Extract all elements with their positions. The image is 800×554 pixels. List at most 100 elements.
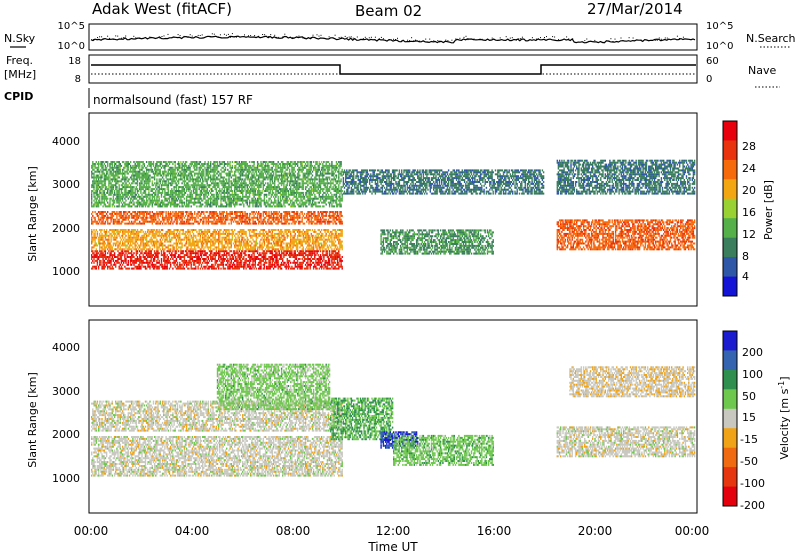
heatmap-cell [220, 256, 221, 258]
heatmap-cell [125, 250, 126, 252]
heatmap-cell [217, 233, 218, 235]
search-noise-point [474, 39, 475, 40]
heatmap-cell [125, 223, 126, 225]
heatmap-cell [137, 252, 138, 254]
heatmap-cell [250, 213, 251, 215]
heatmap-cell [201, 241, 202, 243]
heatmap-cell [108, 241, 109, 243]
heatmap-cell [243, 264, 244, 266]
heatmap-cell [227, 260, 228, 262]
heatmap-cell [121, 211, 122, 213]
heatmap-cell [128, 241, 129, 243]
heatmap-cell [173, 221, 174, 223]
heatmap-cell [240, 245, 241, 247]
heatmap-cell [91, 248, 92, 250]
heatmap-cell [302, 266, 303, 268]
heatmap-cell [124, 205, 125, 207]
search-noise-point [341, 37, 342, 38]
search-noise-point [482, 39, 483, 40]
heatmap-cell [212, 221, 213, 223]
heatmap-cell [183, 221, 184, 223]
heatmap-cell [213, 219, 214, 221]
heatmap-cell [315, 219, 316, 221]
heatmap-cell [108, 175, 109, 177]
heatmap-cell [131, 196, 132, 198]
heatmap-cell [296, 221, 297, 223]
heatmap-cell [157, 217, 158, 219]
heatmap-cell [278, 217, 279, 219]
heatmap-cell [288, 235, 289, 237]
heatmap-cell [104, 163, 105, 165]
heatmap-cell [91, 213, 92, 215]
heatmap-cell [326, 250, 327, 252]
heatmap-cell [200, 221, 201, 223]
heatmap-cell [101, 188, 102, 190]
heatmap-cell [311, 219, 312, 221]
heatmap-cell [323, 241, 324, 243]
heatmap-cell [265, 248, 266, 250]
heatmap-cell [204, 246, 205, 248]
search-noise-point [174, 37, 175, 38]
heatmap-cell [313, 239, 314, 241]
heatmap-cell [337, 246, 338, 248]
heatmap-cell [221, 248, 222, 250]
heatmap-cell [157, 248, 158, 250]
search-noise-point [621, 38, 622, 39]
heatmap-cell [215, 254, 216, 256]
heatmap-cell [117, 196, 118, 198]
heatmap-cell [196, 221, 197, 223]
heatmap-cell [113, 200, 114, 202]
heatmap-cell [292, 241, 293, 243]
heatmap-cell [135, 190, 136, 192]
heatmap-cell [261, 245, 262, 247]
heatmap-cell [91, 219, 92, 221]
heatmap-cell [219, 229, 220, 231]
heatmap-cell [94, 221, 95, 223]
heatmap-cell [272, 213, 273, 215]
heatmap-cell [329, 252, 330, 254]
heatmap-cell [322, 248, 323, 250]
heatmap-cell [110, 173, 111, 175]
heatmap-cell [128, 252, 129, 254]
heatmap-cell [268, 215, 269, 217]
heatmap-cell [167, 268, 168, 270]
search-noise-point [99, 36, 100, 37]
heatmap-cell [128, 169, 129, 171]
heatmap-cell [144, 184, 145, 186]
heatmap-cell [320, 217, 321, 219]
heatmap-cell [227, 229, 228, 231]
heatmap-cell [320, 250, 321, 252]
heatmap-cell [109, 165, 110, 167]
heatmap-cell [263, 223, 264, 225]
heatmap-cell [177, 243, 178, 245]
heatmap-cell [121, 173, 122, 175]
heatmap-cell [237, 246, 238, 248]
heatmap-cell [141, 182, 142, 184]
heatmap-cell [112, 205, 113, 207]
heatmap-cell [202, 235, 203, 237]
heatmap-cell [112, 180, 113, 182]
heatmap-cell [199, 241, 200, 243]
heatmap-cell [148, 229, 149, 231]
heatmap-cell [91, 262, 92, 264]
heatmap-cell [219, 235, 220, 237]
search-noise-point [284, 34, 285, 35]
heatmap-cell [307, 260, 308, 262]
heatmap-cell [113, 250, 114, 252]
heatmap-cell [225, 241, 226, 243]
heatmap-cell [202, 252, 203, 254]
search-noise-point [351, 36, 352, 37]
heatmap-cell [107, 239, 108, 241]
heatmap-cell [178, 217, 179, 219]
heatmap-cell [144, 215, 145, 217]
heatmap-cell [223, 231, 224, 233]
heatmap-cell [258, 254, 259, 256]
heatmap-cell [280, 266, 281, 268]
heatmap-cell [223, 256, 224, 258]
heatmap-cell [199, 229, 200, 231]
heatmap-cell [98, 169, 99, 171]
heatmap-cell [275, 266, 276, 268]
heatmap-cell [201, 264, 202, 266]
heatmap-cell [102, 198, 103, 200]
heatmap-cell [94, 250, 95, 252]
